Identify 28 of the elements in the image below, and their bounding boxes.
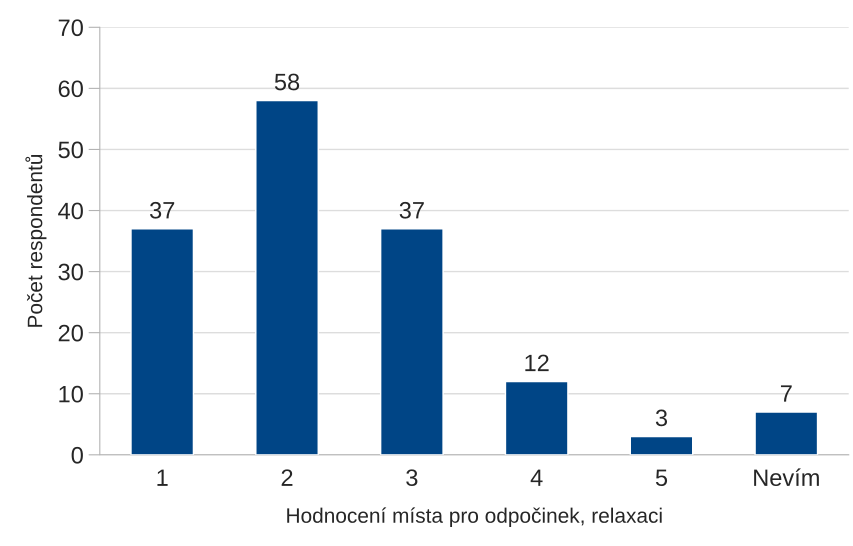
data-label: 3	[656, 410, 668, 426]
y-tick-label: 20	[58, 324, 83, 342]
x-tick-label: 3	[406, 469, 418, 486]
x-tick-label: 5	[656, 470, 668, 486]
bar	[255, 100, 319, 455]
data-label: 37	[150, 202, 174, 219]
bar	[754, 411, 818, 455]
bar	[630, 436, 694, 455]
x-tick-label: 2	[282, 469, 292, 486]
y-tick-label: 60	[58, 80, 83, 98]
y-tick-label: 70	[58, 19, 83, 36]
y-axis-title: Počet respondentů	[25, 154, 46, 327]
x-tick-label: 4	[530, 470, 543, 486]
y-tick-label: 30	[58, 264, 83, 280]
x-axis-title: Hodnocení místa pro odpočinek, relaxaci	[287, 507, 662, 528]
x-tick-label: Nevím	[754, 468, 819, 486]
bar	[130, 228, 194, 455]
y-tick-label: 50	[58, 142, 83, 158]
y-tick-label: 0	[72, 446, 83, 464]
x-tick-label: 1	[157, 470, 168, 486]
data-label: 12	[525, 354, 549, 372]
y-tick-label: 10	[59, 386, 83, 403]
bar	[504, 380, 569, 455]
y-tick-label: 40	[58, 202, 83, 220]
data-label: 7	[780, 385, 792, 402]
bar	[380, 228, 444, 455]
data-label: 37	[400, 202, 424, 219]
data-label: 58	[274, 74, 300, 90]
